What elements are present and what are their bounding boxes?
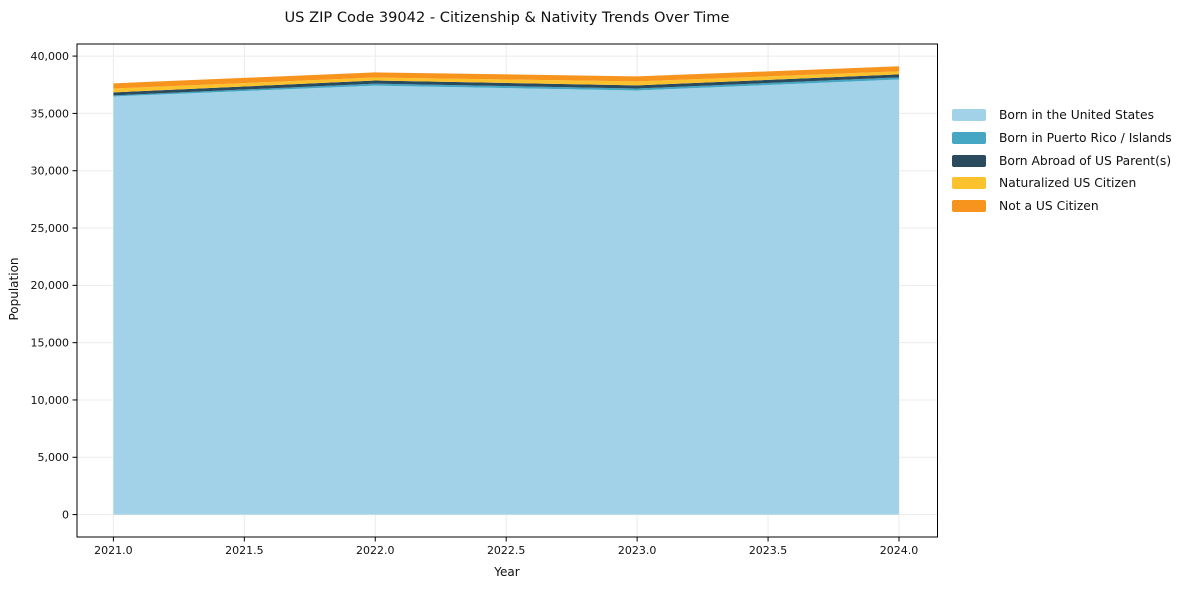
y-tick-label: 10,000 bbox=[31, 394, 70, 407]
x-tick-label: 2022.0 bbox=[356, 544, 395, 557]
legend-label: Born in Puerto Rico / Islands bbox=[999, 131, 1172, 146]
x-tick-label: 2021.0 bbox=[94, 544, 133, 557]
y-tick-label: 35,000 bbox=[31, 107, 70, 120]
y-tick-label: 0 bbox=[62, 508, 69, 521]
legend-label: Born Abroad of US Parent(s) bbox=[999, 153, 1172, 168]
x-tick-label: 2023.5 bbox=[749, 544, 788, 557]
legend-item-born-abroad-of-us-parent-s: Born Abroad of US Parent(s) bbox=[952, 149, 1172, 172]
legend-swatch-naturalized-us-citizen bbox=[952, 177, 986, 190]
legend-swatch-not-a-us-citizen bbox=[952, 200, 986, 213]
y-tick-label: 20,000 bbox=[31, 279, 70, 292]
legend-label: Born in the United States bbox=[999, 108, 1154, 123]
legend-swatch-born-in-the-united-states bbox=[952, 109, 986, 122]
y-tick-label: 30,000 bbox=[31, 165, 70, 178]
legend-label: Naturalized US Citizen bbox=[999, 176, 1137, 191]
legend-swatch-born-in-puerto-rico-islands bbox=[952, 132, 986, 145]
legend-item-naturalized-us-citizen: Naturalized US Citizen bbox=[952, 172, 1172, 195]
area-born-abroad-of-us-parent-s bbox=[113, 74, 900, 96]
legend: Born in the United States Born in Puerto … bbox=[952, 104, 1172, 217]
x-tick-label: 2024.0 bbox=[880, 544, 919, 557]
area-born-in-puerto-rico-islands bbox=[113, 77, 900, 97]
x-axis-label: Year bbox=[494, 565, 520, 579]
y-tick-label: 25,000 bbox=[31, 222, 70, 235]
y-tick-label: 40,000 bbox=[31, 50, 70, 63]
x-tick-label: 2021.5 bbox=[225, 544, 264, 557]
legend-item-born-in-the-united-states: Born in the United States bbox=[952, 104, 1172, 127]
legend-item-born-in-puerto-rico-islands: Born in Puerto Rico / Islands bbox=[952, 127, 1172, 150]
area-not-a-us-citizen bbox=[113, 66, 900, 89]
plot-border bbox=[76, 43, 938, 538]
area-naturalized-us-citizen bbox=[113, 71, 900, 93]
area-born-in-the-united-states bbox=[113, 79, 900, 515]
legend-item-not-a-us-citizen: Not a US Citizen bbox=[952, 195, 1172, 218]
y-tick-label: 15,000 bbox=[31, 337, 70, 350]
legend-swatch-born-abroad-of-us-parent-s bbox=[952, 154, 986, 167]
y-axis-label: Population bbox=[7, 257, 21, 321]
y-tick-label: 5,000 bbox=[38, 451, 70, 464]
x-tick-label: 2022.5 bbox=[487, 544, 526, 557]
legend-label: Not a US Citizen bbox=[999, 199, 1099, 214]
chart-title: US ZIP Code 39042 - Citizenship & Nativi… bbox=[284, 9, 730, 26]
x-tick-label: 2023.0 bbox=[618, 544, 657, 557]
